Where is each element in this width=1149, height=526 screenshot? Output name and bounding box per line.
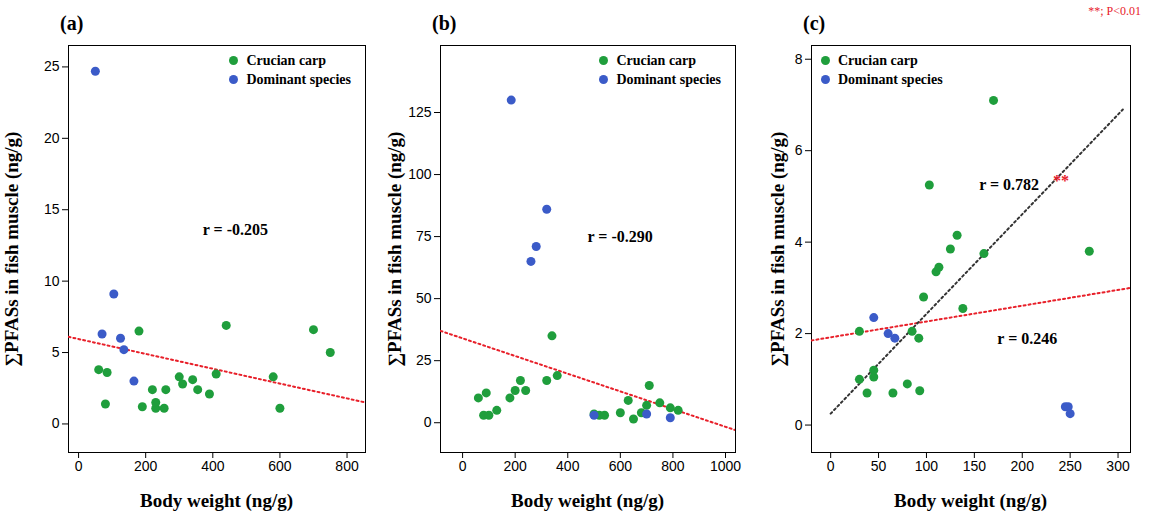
- svg-text:300: 300: [1106, 458, 1130, 474]
- svg-text:200: 200: [1011, 458, 1035, 474]
- svg-text:25: 25: [416, 352, 432, 368]
- svg-text:0: 0: [795, 417, 803, 433]
- svg-text:400: 400: [556, 458, 580, 474]
- html-text:Dominant species: Dominant species: [616, 72, 721, 87]
- svg-text:5: 5: [52, 344, 60, 360]
- svg-text:r = 0.782: r = 0.782: [979, 176, 1039, 193]
- svg-text:100: 100: [915, 458, 939, 474]
- svg-text:r = -0.205: r = -0.205: [203, 221, 268, 238]
- svg-text:**: **: [1053, 172, 1069, 189]
- svg-text:600: 600: [268, 458, 292, 474]
- svg-text:125: 125: [408, 104, 432, 120]
- html-text:Crucian carp: Crucian carp: [838, 53, 918, 68]
- svg-text:150: 150: [963, 458, 987, 474]
- html-text:∑PFASs in fish muscle (ng/g): ∑PFASs in fish muscle (ng/g): [767, 131, 788, 366]
- svg-text:r = 0.246: r = 0.246: [997, 330, 1057, 347]
- svg-text:0: 0: [52, 415, 60, 431]
- svg-text:15: 15: [44, 201, 60, 217]
- svg-text:2: 2: [795, 325, 803, 341]
- html-text:Dominant species: Dominant species: [838, 72, 943, 87]
- svg-text:r = -0.290: r = -0.290: [587, 228, 652, 245]
- html-text:**; P<0.01: **; P<0.01: [1088, 4, 1141, 18]
- svg-text:1000: 1000: [710, 458, 741, 474]
- svg-text:600: 600: [609, 458, 633, 474]
- html-text:Body weight (ng/g): Body weight (ng/g): [511, 490, 664, 511]
- svg-text:100: 100: [408, 166, 432, 182]
- svg-text:0: 0: [827, 458, 835, 474]
- html-text:(c): (c): [803, 12, 826, 34]
- svg-text:200: 200: [134, 458, 158, 474]
- html-text:∑PFASs in fish muscle (ng/g): ∑PFASs in fish muscle (ng/g): [384, 131, 405, 366]
- html-text:∑PFASs in fish muscle (ng/g): ∑PFASs in fish muscle (ng/g): [1, 131, 22, 366]
- svg-text:200: 200: [503, 458, 527, 474]
- html-text:Dominant species: Dominant species: [246, 72, 351, 87]
- svg-text:800: 800: [335, 458, 359, 474]
- svg-text:20: 20: [44, 130, 60, 146]
- svg-text:25: 25: [44, 58, 60, 74]
- html-text:Body weight (ng/g): Body weight (ng/g): [140, 490, 293, 511]
- svg-text:0: 0: [424, 414, 432, 430]
- svg-text:6: 6: [795, 142, 803, 158]
- svg-text:0: 0: [459, 458, 467, 474]
- svg-text:50: 50: [416, 290, 432, 306]
- svg-text:400: 400: [201, 458, 225, 474]
- html-text:Crucian carp: Crucian carp: [616, 53, 697, 68]
- html-text:(a): (a): [60, 12, 84, 34]
- svg-text:800: 800: [661, 458, 685, 474]
- html-text:(b): (b): [432, 12, 457, 34]
- html-text:Crucian carp: Crucian carp: [246, 53, 327, 68]
- svg-text:10: 10: [44, 273, 60, 289]
- svg-text:4: 4: [795, 234, 803, 250]
- svg-text:0: 0: [75, 458, 83, 474]
- svg-text:8: 8: [795, 51, 803, 67]
- svg-text:250: 250: [1058, 458, 1082, 474]
- svg-text:75: 75: [416, 228, 432, 244]
- svg-text:50: 50: [871, 458, 887, 474]
- html-text:Body weight (ng/g): Body weight (ng/g): [894, 490, 1047, 511]
